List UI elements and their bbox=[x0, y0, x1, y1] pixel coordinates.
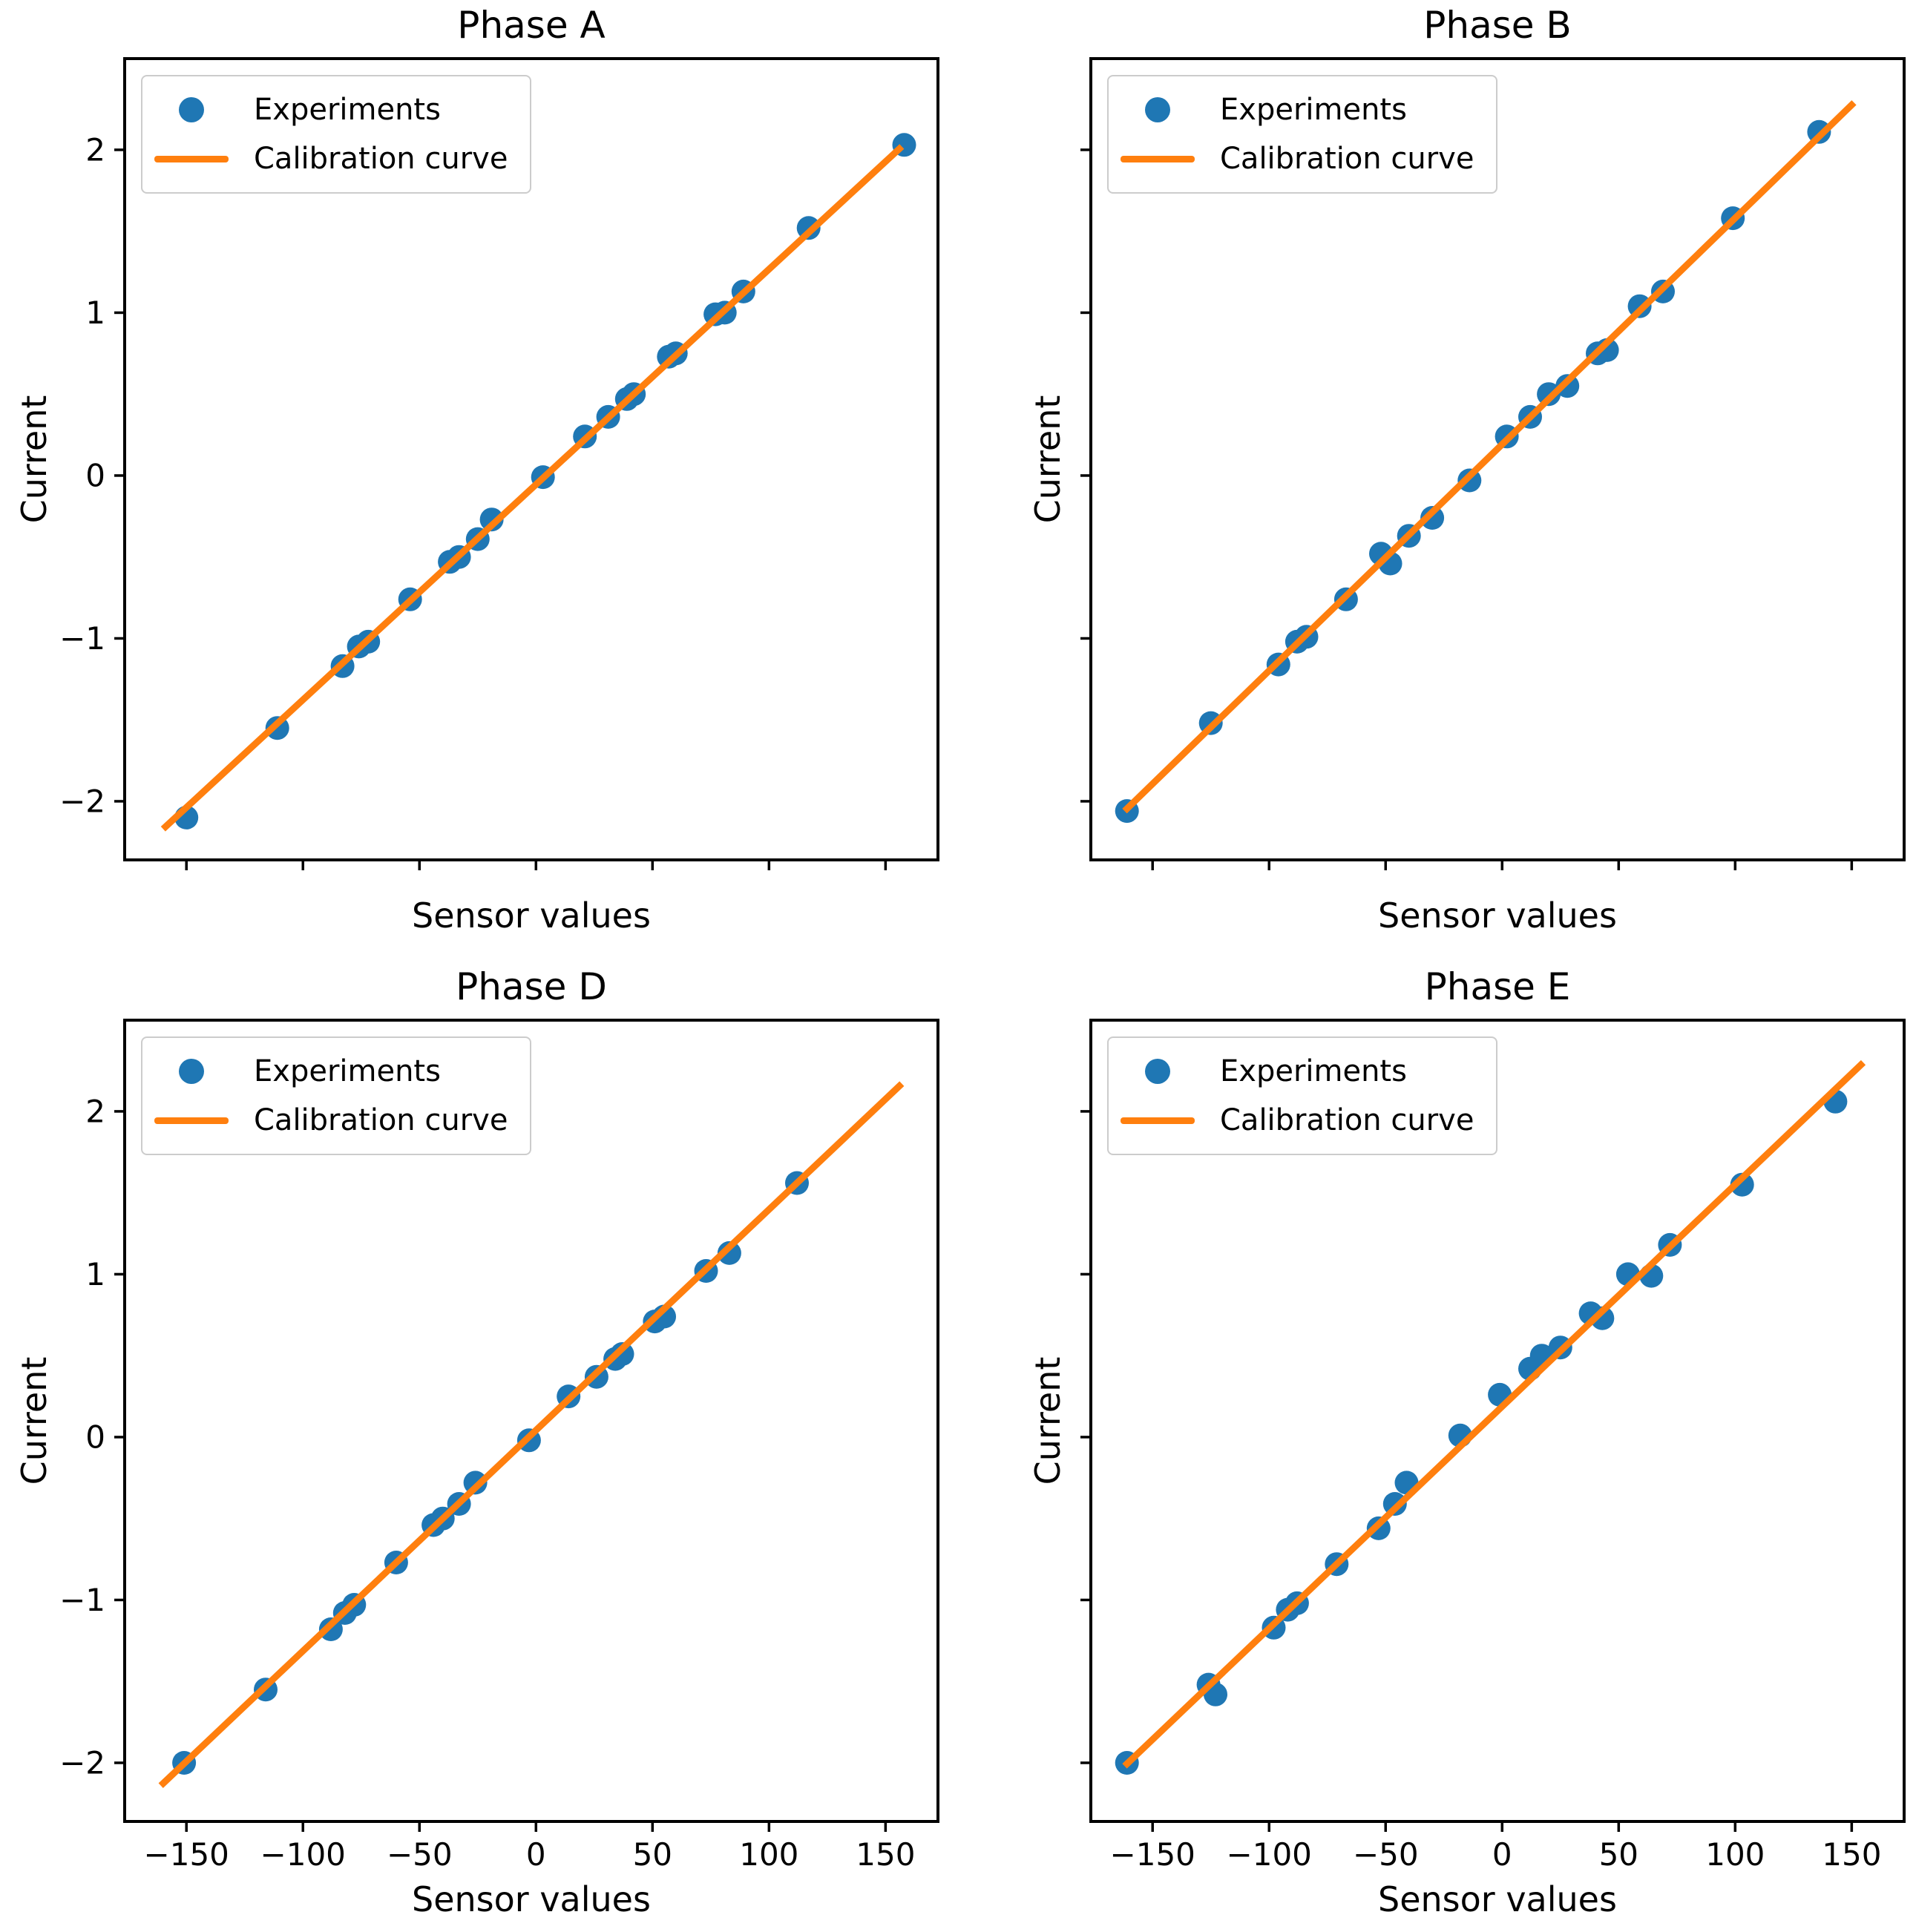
x-tick-label: 50 bbox=[1599, 1836, 1638, 1873]
legend: Experiments Calibration curve bbox=[141, 1036, 532, 1155]
experiment-point bbox=[463, 1471, 488, 1495]
y-tick-label: 0 bbox=[85, 457, 105, 493]
calibration-line bbox=[1122, 100, 1857, 814]
experiments-dot-icon bbox=[1145, 1059, 1170, 1084]
axes-area bbox=[1080, 57, 1906, 870]
x-tick-label: −150 bbox=[1110, 1836, 1195, 1873]
x-tick-label: −100 bbox=[1227, 1836, 1312, 1873]
subplot-phase-d: Phase D −150 −100 −50 0 50 100 150 −2 −1 0 1 2 Sens… bbox=[14, 965, 939, 1919]
experiment-point bbox=[1730, 1172, 1754, 1197]
experiments-dot-icon bbox=[179, 1059, 204, 1084]
x-tick-label: −150 bbox=[144, 1836, 229, 1873]
calibration-line-icon bbox=[154, 1117, 229, 1124]
legend-label: Experiments bbox=[1220, 1054, 1407, 1088]
legend-item-experiments: Experiments bbox=[1121, 85, 1474, 134]
calibration-line-icon bbox=[154, 155, 229, 162]
legend-label: Experiments bbox=[254, 1054, 441, 1088]
legend-label: Calibration curve bbox=[1220, 1103, 1474, 1137]
plot-title: Phase E bbox=[1424, 965, 1571, 1008]
experiment-point bbox=[479, 507, 504, 532]
subplot-phase-a: Phase A −2 −1 0 1 2 Sensor values Current Ex… bbox=[14, 4, 939, 936]
x-axis-label: Sensor values bbox=[1378, 896, 1617, 936]
legend: Experiments Calibration curve bbox=[1107, 75, 1498, 194]
x-tick-label: 0 bbox=[1492, 1836, 1512, 1873]
experiments-dot-icon bbox=[179, 97, 204, 122]
x-tick-label: 150 bbox=[856, 1836, 915, 1873]
y-tick-label: 1 bbox=[85, 295, 105, 331]
y-tick-label: −2 bbox=[59, 783, 105, 819]
legend-label: Calibration curve bbox=[254, 142, 508, 176]
plot-title: Phase A bbox=[457, 4, 606, 47]
calibration-line bbox=[1122, 1059, 1866, 1769]
calibration-line-icon bbox=[1121, 155, 1195, 162]
calibration-line bbox=[160, 144, 905, 832]
legend-label: Calibration curve bbox=[254, 1103, 508, 1137]
x-tick-label: 50 bbox=[633, 1836, 672, 1873]
y-tick-label: 0 bbox=[85, 1419, 105, 1455]
experiment-point bbox=[610, 1342, 634, 1366]
calibration-line bbox=[158, 1081, 905, 1788]
subplot-phase-e: Phase E −150 −100 −50 0 50 100 150 Sensor valu… bbox=[1028, 965, 1906, 1919]
y-axis-label: Current bbox=[1028, 1356, 1068, 1485]
calibration-line-icon bbox=[1121, 1117, 1195, 1124]
y-tick-label: 2 bbox=[85, 131, 105, 168]
y-tick-label: 2 bbox=[85, 1093, 105, 1129]
legend: Experiments Calibration curve bbox=[141, 75, 532, 194]
x-tick-label: 0 bbox=[526, 1836, 546, 1873]
legend-handle bbox=[154, 155, 229, 162]
axes-area: −2 −1 0 1 2 bbox=[59, 57, 939, 870]
y-tick-label: −2 bbox=[59, 1744, 105, 1781]
y-axis-label: Current bbox=[14, 395, 54, 524]
experiment-point bbox=[1555, 374, 1580, 398]
x-axis-label: Sensor values bbox=[412, 1879, 651, 1919]
legend-handle bbox=[1121, 1117, 1195, 1124]
legend-item-experiments: Experiments bbox=[154, 1047, 508, 1096]
experiment-point bbox=[717, 1241, 741, 1265]
y-axis-label: Current bbox=[14, 1356, 54, 1485]
x-axis-label: Sensor values bbox=[412, 896, 651, 936]
legend-handle bbox=[154, 1059, 229, 1084]
axes-frame bbox=[1089, 1019, 1906, 1823]
legend-item-calibration: Calibration curve bbox=[1121, 1096, 1474, 1145]
legend-handle bbox=[154, 97, 229, 122]
y-tick-label: 1 bbox=[85, 1256, 105, 1292]
legend-handle bbox=[1121, 155, 1195, 162]
legend-item-experiments: Experiments bbox=[154, 85, 508, 134]
y-tick-label: −1 bbox=[59, 1582, 105, 1618]
x-tick-label: 150 bbox=[1822, 1836, 1881, 1873]
legend-label: Experiments bbox=[254, 93, 441, 127]
legend-label: Calibration curve bbox=[1220, 142, 1474, 176]
plot-title: Phase D bbox=[456, 965, 607, 1008]
axes-frame bbox=[123, 57, 939, 861]
x-tick-label: 100 bbox=[1705, 1836, 1765, 1873]
axes-frame bbox=[123, 1019, 939, 1823]
legend-label: Experiments bbox=[1220, 93, 1407, 127]
experiment-point bbox=[1537, 382, 1561, 407]
x-tick-label: −50 bbox=[387, 1836, 453, 1873]
x-axis-label: Sensor values bbox=[1378, 1879, 1617, 1919]
plot-title: Phase B bbox=[1423, 4, 1572, 47]
x-tick-label: 100 bbox=[739, 1836, 798, 1873]
legend-handle bbox=[154, 1117, 229, 1124]
y-tick-label: −1 bbox=[59, 620, 105, 657]
axes-area: −150 −100 −50 0 50 100 150 bbox=[1080, 1019, 1906, 1873]
axes-frame bbox=[1089, 57, 1906, 861]
legend: Experiments Calibration curve bbox=[1107, 1036, 1498, 1155]
legend-item-experiments: Experiments bbox=[1121, 1047, 1474, 1096]
legend-item-calibration: Calibration curve bbox=[154, 134, 508, 183]
legend-item-calibration: Calibration curve bbox=[1121, 134, 1474, 183]
legend-handle bbox=[1121, 97, 1195, 122]
experiments-dot-icon bbox=[1145, 97, 1170, 122]
x-tick-label: −50 bbox=[1353, 1836, 1419, 1873]
axes-area: −150 −100 −50 0 50 100 150 −2 −1 0 1 2 bbox=[59, 1019, 939, 1873]
y-axis-label: Current bbox=[1028, 395, 1068, 524]
x-tick-label: −100 bbox=[260, 1836, 346, 1873]
legend-handle bbox=[1121, 1059, 1195, 1084]
subplot-phase-b: Phase B Sensor values Current Experiment… bbox=[1028, 4, 1906, 936]
legend-item-calibration: Calibration curve bbox=[154, 1096, 508, 1145]
experiment-point bbox=[1420, 506, 1445, 530]
